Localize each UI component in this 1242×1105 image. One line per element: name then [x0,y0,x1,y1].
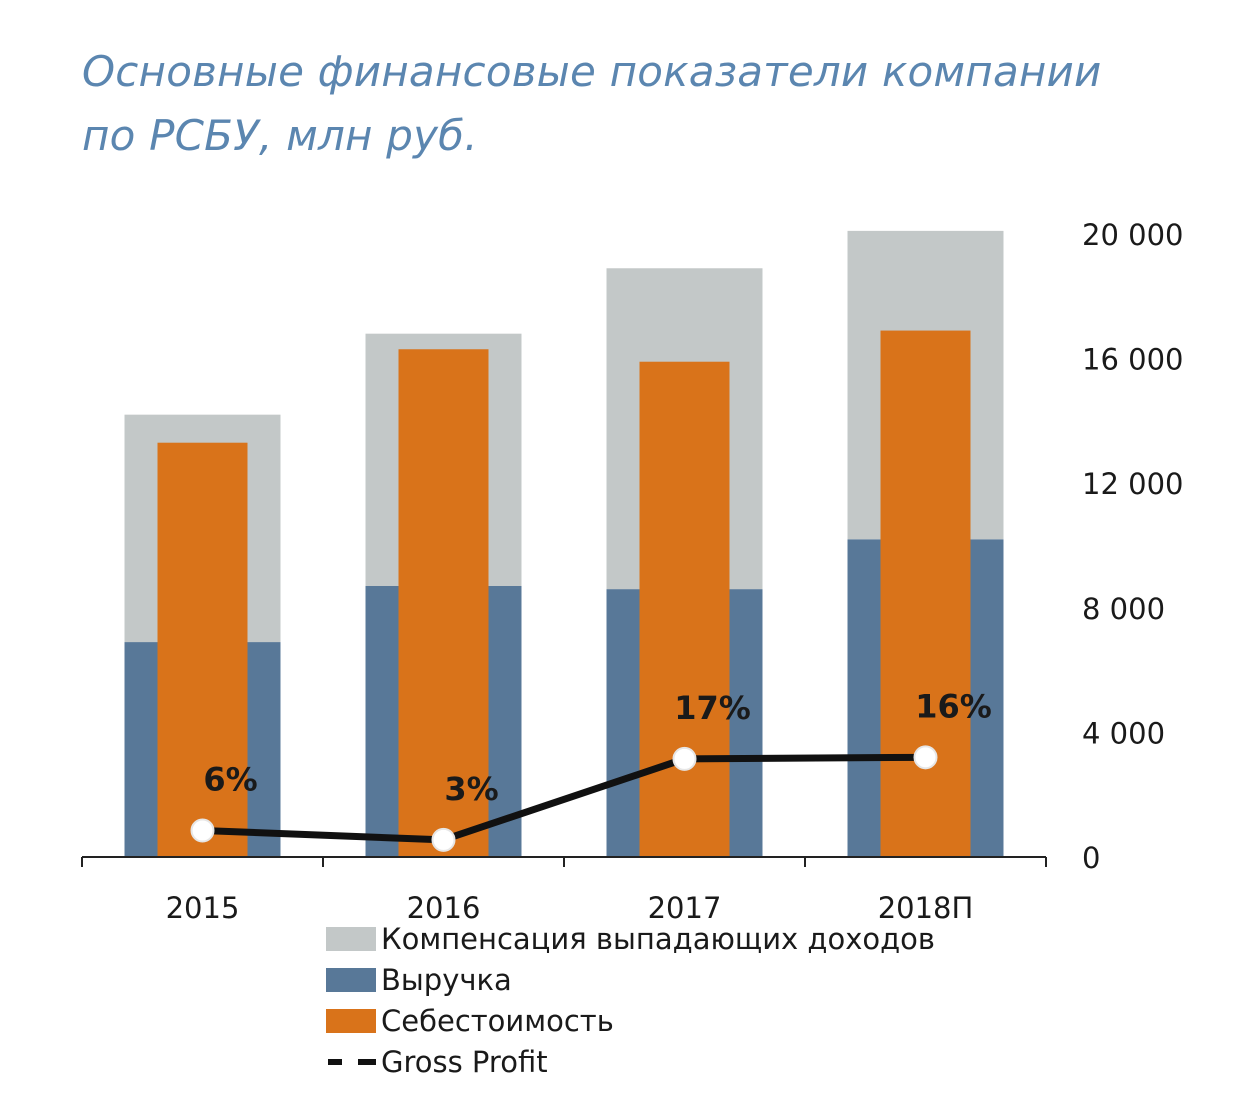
y-tick-label-8000: 8 000 [1082,592,1165,626]
legend-label-compensation: Компенсация выпадающих доходов [381,921,936,956]
chart-legend: Компенсация выпадающих доходов Выручка С… [326,918,935,1082]
gross-profit-label-2016: 3% [444,770,498,808]
gross-profit-label-2018П: 16% [915,687,992,725]
bar-2017-cost [639,361,730,857]
x-tick-label-2015: 2015 [166,891,240,925]
y-tick-label-12000: 12 000 [1082,467,1183,501]
gross-profit-point-2018П [913,745,938,770]
legend-swatch-revenue [326,967,376,992]
legend-label-revenue: Выручка [381,962,512,997]
gross-profit-line [199,753,929,844]
gross-profit-point-2017 [672,746,697,771]
legend-item-revenue: Выручка [326,959,935,1000]
legend-swatch-compensation [326,926,376,951]
legend-item-compensation: Компенсация выпадающих доходов [326,918,935,959]
y-tick-label-20000: 20 000 [1082,218,1183,252]
y-tick-label-4000: 4 000 [1082,716,1165,750]
y-tick-label-16000: 16 000 [1082,343,1183,377]
chart-title-line-2: по РСБУ, млн руб. [82,111,478,160]
gross-profit-point-2015 [190,818,215,843]
gross-profit-label-2017: 17% [674,689,751,727]
x-tick-label-2016: 2016 [407,891,481,925]
legend-label-cost: Себестоимость [381,1003,614,1038]
gross-profit-point-2016 [431,827,456,852]
legend-swatch-cost [326,1008,376,1033]
x-tick-label-2018П: 2018П [878,891,974,925]
bar-2016-cost [398,349,489,857]
bar-2018П-cost [880,330,971,857]
chart-plot: 2015 2016 2017 2018П 0 4 000 8 000 12 000 16 000… [81,218,1183,925]
gross-profit-label-2015: 6% [203,761,257,799]
legend-label-gross-profit: Gross Profit [381,1044,548,1079]
legend-item-cost: Себестоимость [326,1000,935,1041]
y-tick-label-0: 0 [1082,841,1100,875]
legend-item-gross-profit: Gross Profit [326,1041,935,1082]
legend-swatch-gross-profit [326,1050,376,1074]
bar-2015-cost [157,442,248,857]
chart-title: Основные финансовые показатели компании … [82,40,1202,168]
chart-title-line-1: Основные финансовые показатели компании [82,47,1102,96]
x-tick-label-2017: 2017 [648,891,722,925]
